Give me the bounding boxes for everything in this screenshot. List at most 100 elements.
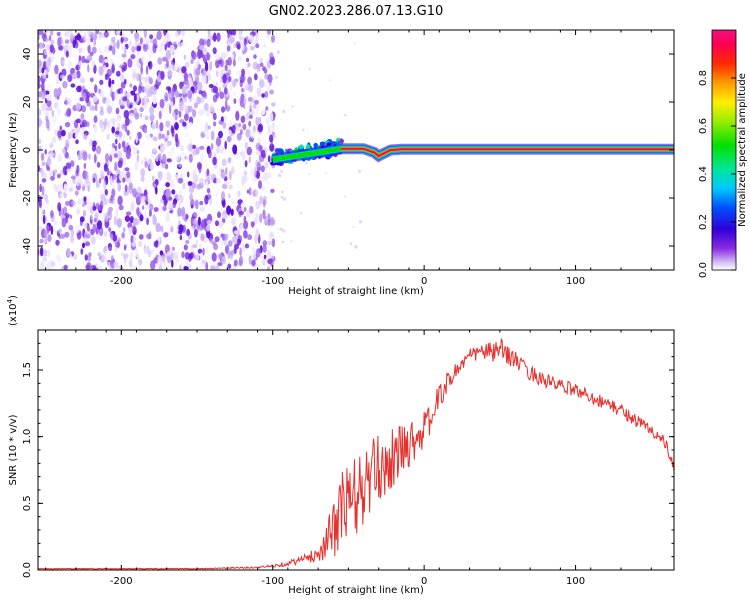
noise-blob: [105, 97, 111, 107]
noise-blob: [46, 157, 52, 166]
noise-blob: [138, 58, 142, 64]
noise-blob: [95, 145, 102, 155]
noise-blob: [263, 199, 266, 208]
noise-blob: [143, 30, 147, 38]
noise-blob: [171, 112, 176, 117]
noise-blob: [229, 170, 232, 181]
noise-blob: [216, 32, 221, 42]
noise-blob: [194, 199, 199, 210]
noise-blob: [251, 221, 255, 228]
noise-blob: [181, 30, 185, 37]
noise-blob: [189, 143, 193, 153]
noise-blob: [99, 170, 105, 177]
noise-blob: [253, 103, 257, 109]
noise-blob: [100, 254, 105, 263]
noise-blob: [40, 152, 45, 162]
noise-blob: [132, 107, 138, 116]
noise-blob: [144, 161, 148, 168]
noise-blob: [243, 207, 247, 212]
transition-blob: [299, 144, 304, 149]
noise-blob: [63, 264, 68, 270]
noise-blob: [217, 262, 223, 267]
noise-blob: [182, 182, 186, 190]
noise-blob: [224, 64, 228, 72]
noise-blob: [129, 251, 134, 262]
noise-blob: [131, 45, 136, 53]
noise-blob: [139, 112, 143, 118]
noise-blob: [192, 87, 195, 94]
noise-blob: [53, 220, 58, 226]
noise-blob: [228, 129, 232, 136]
noise-blob: [269, 232, 275, 239]
y-tick-label: 0.0: [22, 562, 33, 578]
noise-blob: [203, 124, 207, 135]
noise-blob: [188, 253, 192, 262]
noise-blob: [246, 57, 250, 63]
noise-blob: [177, 177, 184, 184]
noise-blob: [122, 177, 126, 183]
noise-blob: [194, 84, 198, 94]
noise-blob: [249, 129, 256, 139]
noise-blob: [121, 232, 125, 239]
y-tick-label: 0: [22, 147, 33, 153]
x-tick-label: -200: [110, 276, 133, 287]
noise-blob: [206, 187, 211, 194]
noise-blob: [219, 146, 225, 154]
noise-blob: [123, 46, 127, 55]
noise-blob: [149, 34, 154, 40]
noise-blob: [254, 166, 257, 177]
noise-blob: [211, 252, 217, 262]
noise-blob: [118, 157, 124, 165]
noise-blob: [53, 88, 59, 98]
noise-blob: [89, 51, 94, 57]
noise-blob: [96, 220, 103, 230]
noise-blob: [179, 195, 184, 204]
noise-blob: [227, 56, 232, 66]
noise-blob: [206, 38, 211, 48]
noise-blob: [81, 105, 86, 113]
noise-blob: [174, 89, 179, 99]
noise-blob: [165, 86, 171, 91]
noise-blob: [141, 200, 147, 206]
noise-blob: [198, 64, 201, 70]
noise-blob: [211, 216, 215, 224]
noise-blob: [70, 175, 77, 180]
ridge-core: [340, 147, 674, 158]
noise-blob: [38, 117, 42, 128]
noise-blob: [129, 216, 134, 224]
noise-blob: [229, 85, 233, 91]
noise-blob: [93, 218, 97, 223]
noise-blob: [133, 93, 137, 102]
noise-blob: [70, 234, 74, 244]
noise-blob: [68, 224, 74, 231]
noise-blob: [134, 40, 140, 46]
noise-blob: [195, 67, 201, 76]
noise-blob: [115, 130, 120, 135]
noise-blob: [44, 37, 50, 42]
noise-blob: [38, 59, 42, 69]
noise-blob: [106, 133, 110, 140]
noise-blob: [258, 180, 262, 190]
noise-blob: [172, 61, 175, 72]
noise-blob: [266, 83, 271, 92]
noise-blob: [95, 180, 99, 188]
noise-blob: [205, 261, 208, 270]
noise-blob: [47, 65, 51, 71]
noise-blob: [111, 188, 116, 198]
noise-blob: [46, 249, 51, 257]
noise-blob: [189, 121, 192, 127]
noise-blob: [43, 49, 48, 56]
noise-blob: [199, 252, 203, 260]
noise-blob: [81, 92, 87, 100]
noise-blob: [119, 173, 123, 182]
noise-blob: [231, 53, 234, 60]
noise-blob: [242, 154, 246, 160]
noise-blob: [271, 35, 275, 43]
noise-blob: [196, 96, 201, 105]
noise-blob: [61, 59, 65, 65]
noise-blob: [231, 235, 238, 244]
noise-blob: [226, 205, 232, 215]
noise-blob: [207, 125, 211, 130]
noise-blob: [113, 261, 119, 270]
noise-blob: [253, 54, 257, 59]
